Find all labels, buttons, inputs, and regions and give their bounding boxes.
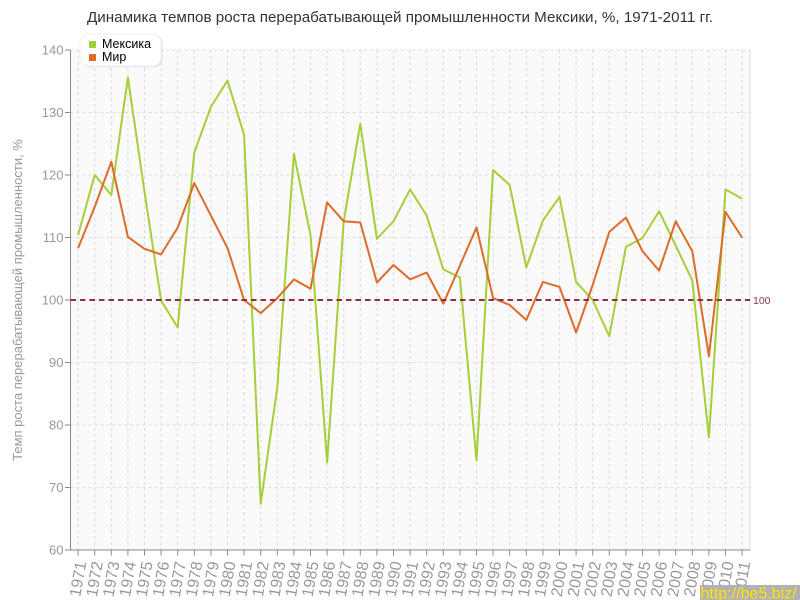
- svg-text:1977: 1977: [167, 560, 190, 598]
- svg-text:1990: 1990: [383, 560, 406, 598]
- svg-text:60: 60: [49, 543, 63, 558]
- svg-text:1985: 1985: [300, 560, 323, 598]
- svg-text:Темп роста перерабатывающей пр: Темп роста перерабатывающей промышленнос…: [10, 139, 25, 461]
- svg-text:1980: 1980: [217, 560, 240, 598]
- svg-text:1979: 1979: [200, 560, 223, 598]
- svg-text:1988: 1988: [350, 560, 373, 598]
- svg-text:1972: 1972: [84, 560, 107, 598]
- svg-text:1978: 1978: [184, 560, 207, 598]
- svg-text:100: 100: [42, 293, 64, 308]
- svg-text:70: 70: [49, 480, 63, 495]
- svg-text:2003: 2003: [599, 560, 622, 598]
- svg-text:Мир: Мир: [102, 50, 126, 64]
- svg-text:120: 120: [42, 168, 64, 183]
- svg-text:1975: 1975: [134, 560, 157, 598]
- svg-text:1991: 1991: [399, 560, 422, 598]
- svg-text:http://be5.biz/: http://be5.biz/: [701, 586, 798, 600]
- svg-text:100: 100: [753, 295, 771, 307]
- svg-text:1999: 1999: [532, 560, 555, 598]
- svg-text:1987: 1987: [333, 560, 356, 598]
- svg-text:130: 130: [42, 105, 64, 120]
- svg-text:1995: 1995: [466, 560, 489, 598]
- svg-text:80: 80: [49, 418, 63, 433]
- svg-text:Динамика темпов роста перераба: Динамика темпов роста перерабатывающей п…: [87, 9, 713, 26]
- svg-text:2008: 2008: [682, 560, 705, 598]
- svg-text:90: 90: [49, 355, 63, 370]
- svg-text:2005: 2005: [632, 560, 655, 598]
- svg-text:1996: 1996: [482, 560, 505, 598]
- svg-text:2006: 2006: [648, 560, 671, 598]
- svg-text:1984: 1984: [283, 560, 306, 598]
- svg-text:Мексика: Мексика: [102, 37, 151, 51]
- svg-text:1993: 1993: [433, 560, 456, 598]
- svg-text:1971: 1971: [67, 560, 90, 598]
- svg-text:1976: 1976: [150, 560, 173, 598]
- svg-text:140: 140: [42, 43, 64, 58]
- svg-text:1994: 1994: [449, 560, 472, 598]
- svg-text:2001: 2001: [565, 560, 588, 598]
- svg-text:1983: 1983: [267, 560, 290, 598]
- svg-text:1982: 1982: [250, 560, 273, 598]
- svg-text:110: 110: [43, 230, 64, 245]
- svg-text:2000: 2000: [549, 560, 572, 598]
- svg-text:1998: 1998: [516, 560, 539, 598]
- svg-text:1973: 1973: [101, 560, 124, 598]
- svg-text:1974: 1974: [117, 560, 140, 598]
- svg-text:1986: 1986: [316, 560, 339, 598]
- svg-text:1989: 1989: [366, 560, 389, 598]
- svg-text:1992: 1992: [416, 560, 439, 598]
- svg-text:1997: 1997: [499, 560, 522, 598]
- svg-text:1981: 1981: [233, 560, 256, 598]
- svg-text:2007: 2007: [665, 560, 688, 598]
- svg-text:2004: 2004: [615, 560, 638, 598]
- svg-text:2002: 2002: [582, 560, 605, 598]
